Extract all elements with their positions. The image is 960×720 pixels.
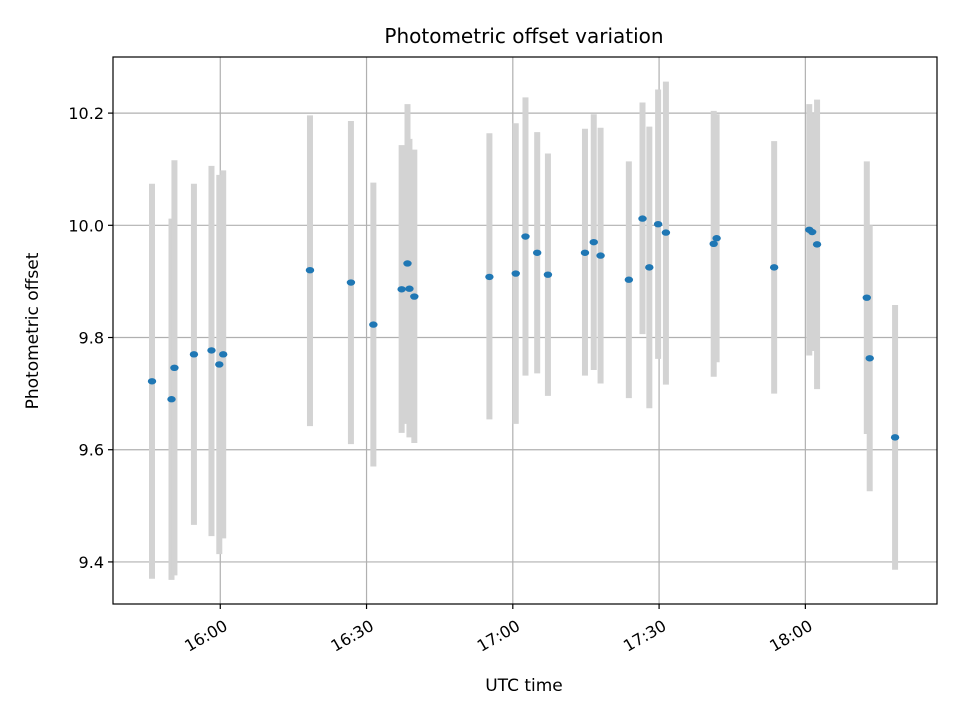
x-axis-ticks: 16:00 16:30 17:00 17:30 18:00 (181, 604, 816, 656)
data-point (167, 396, 176, 403)
data-point (712, 235, 721, 242)
data-point (638, 215, 647, 222)
x-axis-label: UTC time (485, 676, 563, 696)
data-point (890, 434, 900, 441)
data-point (403, 260, 412, 267)
plot-frame (112, 56, 938, 605)
y-tick-label: 10.2 (68, 104, 104, 123)
data-point (346, 279, 356, 286)
data-point (645, 264, 654, 271)
y-tick-label: 9.6 (79, 441, 104, 460)
chart-title: Photometric offset variation (384, 24, 663, 48)
data-point (170, 364, 179, 372)
x-tick-label: 17:00 (474, 616, 523, 656)
x-tick-label: 16:30 (328, 616, 377, 656)
data-point (521, 233, 530, 240)
data-point (189, 351, 199, 358)
data-point (589, 238, 598, 246)
data-point (769, 264, 779, 271)
y-axis-ticks: 9.4 9.6 9.8 10.0 10.2 (68, 104, 113, 572)
data-point (369, 321, 378, 328)
data-point (215, 361, 224, 368)
data-point (543, 271, 553, 278)
y-tick-label: 9.4 (79, 553, 104, 572)
data-point (865, 355, 874, 362)
y-axis-label: Photometric offset (23, 252, 43, 409)
error-bars (149, 81, 899, 580)
y-tick-label: 9.8 (79, 329, 104, 348)
data-point (807, 228, 817, 236)
data-point (580, 249, 590, 256)
data-point (410, 293, 419, 300)
data-point (661, 229, 671, 236)
data-point (485, 273, 494, 281)
data-point (596, 252, 605, 259)
x-tick-label: 17:30 (620, 616, 669, 656)
x-tick-label: 16:00 (181, 616, 230, 656)
data-point (405, 285, 414, 292)
data-point (218, 351, 228, 358)
data-point (532, 249, 542, 256)
x-tick-label: 18:00 (766, 616, 815, 656)
data-point (397, 286, 406, 293)
data-point (709, 240, 718, 248)
y-tick-label: 10.0 (68, 216, 104, 235)
data-points (147, 215, 900, 441)
data-point (305, 266, 315, 274)
data-point (207, 347, 216, 354)
data-point (653, 220, 663, 228)
data-point (147, 378, 157, 385)
data-point (812, 241, 822, 248)
data-point (624, 276, 634, 283)
data-point (862, 294, 871, 301)
data-point (511, 270, 520, 277)
